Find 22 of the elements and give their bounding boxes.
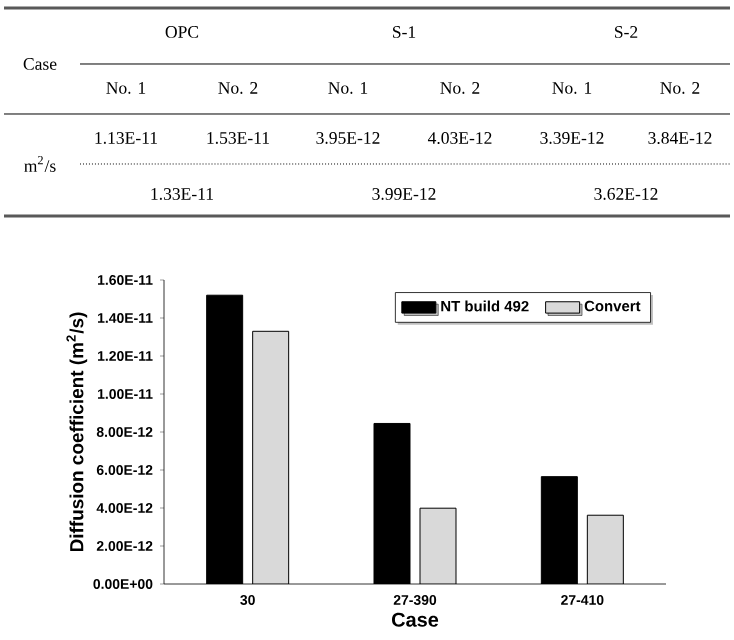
text: No. 2 (660, 82, 700, 94)
text: 3.62E-12 (594, 188, 658, 200)
text: 1.13E-11 (95, 132, 158, 144)
text: 3.99E-12 (372, 188, 436, 200)
text: S-2 (615, 26, 638, 38)
text: 3.84E-12 (648, 132, 712, 144)
text: S-1 (393, 26, 416, 38)
text: Case (23, 58, 57, 70)
text: 3.95E-12 (316, 132, 380, 144)
text: No. 1 (552, 82, 592, 94)
text: 4.03E-12 (427, 132, 492, 144)
text: No. 1 (106, 82, 146, 94)
x-axis-title: Case (392, 612, 439, 627)
text: No. 2 (440, 82, 480, 94)
text: 3.39E-12 (540, 132, 604, 144)
text: m$^{2}$/s (24, 156, 56, 172)
y-axis-title: Diffusion coefficient (m$^{2}$/s) (66, 312, 88, 552)
text: 1.33E-11 (151, 188, 214, 200)
text: No. 2 (218, 82, 258, 94)
text: No. 1 (328, 82, 368, 94)
text: 1.53E-11 (207, 132, 270, 144)
text: OPC (165, 26, 199, 38)
